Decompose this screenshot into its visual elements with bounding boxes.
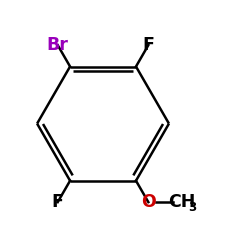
Text: 3: 3 — [188, 201, 197, 214]
Text: F: F — [142, 36, 154, 54]
Text: Br: Br — [47, 36, 69, 54]
Text: F: F — [52, 193, 64, 211]
Text: O: O — [141, 193, 156, 211]
Text: CH: CH — [168, 193, 196, 211]
